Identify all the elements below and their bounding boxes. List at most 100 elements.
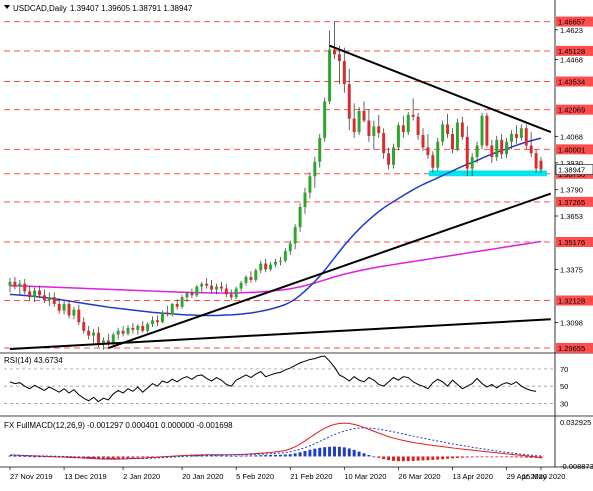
- macd-histogram-bar: [387, 456, 391, 461]
- trendline: [9, 318, 551, 351]
- candle-body: [421, 134, 425, 148]
- candle-body: [38, 290, 41, 296]
- candle-body: [298, 206, 302, 228]
- macd-histogram-bar: [524, 456, 528, 458]
- macd-histogram-bar: [210, 455, 214, 457]
- macd-histogram-bar: [455, 456, 459, 459]
- macd-histogram-bar: [347, 448, 351, 457]
- candle-body: [13, 281, 17, 287]
- macd-histogram-bar: [451, 456, 454, 459]
- candle-body: [293, 227, 297, 244]
- price-axis-tick-label: 1.3098: [560, 319, 583, 328]
- candle-body: [524, 128, 528, 146]
- candle-body: [490, 145, 494, 158]
- macd-histogram-bar: [195, 455, 199, 457]
- macd-histogram-bar: [436, 456, 440, 460]
- rsi-axis-tick-label: 70: [560, 365, 568, 374]
- candle-body: [377, 126, 381, 134]
- candle-body: [42, 295, 46, 301]
- level-label-bg: [556, 236, 593, 247]
- macd-histogram-bar: [426, 456, 430, 461]
- level-label: 1.46657: [558, 18, 585, 27]
- candle-body: [111, 334, 115, 344]
- candle-body: [303, 192, 307, 207]
- candle-body: [33, 290, 37, 298]
- macd-histogram-bar: [283, 454, 287, 457]
- macd-histogram-bar: [131, 456, 135, 458]
- macd-histogram-bar: [234, 455, 238, 457]
- price-axis-tick-label: 1.4623: [560, 26, 583, 35]
- price-axis-tick-label: 1.4468: [560, 56, 583, 65]
- candle-body: [18, 283, 22, 287]
- macd-histogram-bar: [126, 456, 130, 459]
- level-label: 1.40001: [558, 145, 585, 154]
- level-label: 1.32128: [558, 297, 585, 306]
- candle-body: [72, 309, 76, 316]
- macd-histogram-bar: [431, 456, 435, 460]
- rsi-line: [9, 355, 537, 403]
- macd-histogram-bar: [33, 456, 37, 458]
- candle-body: [308, 176, 312, 193]
- candle-body: [485, 115, 489, 146]
- candle-body: [146, 324, 150, 331]
- macd-histogram-bar: [269, 454, 273, 457]
- macd-histogram-bar: [8, 455, 12, 457]
- candle-body: [180, 297, 184, 307]
- rsi-axis-tick-label: 30: [560, 399, 568, 408]
- candle-body: [136, 326, 140, 330]
- macd-histogram-bar: [475, 456, 479, 458]
- candle-body: [92, 332, 96, 336]
- level-label-bg: [556, 342, 593, 353]
- macd-histogram-bar: [460, 456, 464, 458]
- macd-histogram-bar: [396, 456, 400, 462]
- candle-body: [362, 110, 366, 121]
- candle-body: [185, 293, 189, 298]
- macd-histogram-bar: [421, 456, 425, 461]
- candle-body: [441, 124, 445, 142]
- candle-body: [342, 61, 346, 85]
- macd-histogram-bar: [514, 456, 518, 458]
- macd-histogram-bar: [249, 455, 253, 457]
- moving-average-blue: [9, 137, 542, 317]
- macd-histogram-bar: [224, 455, 228, 457]
- candle-body: [416, 116, 420, 135]
- x-axis-tick-label: 13 Apr 2020: [453, 472, 493, 481]
- price-axis-tick-label: 1.4068: [560, 132, 583, 141]
- candle-body: [229, 294, 233, 298]
- candle-body: [318, 137, 322, 162]
- macd-histogram-bar: [293, 453, 297, 457]
- macd-histogram-bar: [219, 455, 223, 457]
- candle-body: [101, 340, 105, 345]
- candle-body: [278, 260, 282, 262]
- level-label-bg: [556, 144, 593, 155]
- candle-body: [347, 84, 351, 119]
- candle-body: [288, 243, 292, 252]
- candle-body: [77, 309, 81, 323]
- macd-histogram-bar: [470, 456, 474, 458]
- macd-histogram-bar: [42, 456, 46, 458]
- candle-body: [337, 54, 341, 62]
- macd-histogram-bar: [529, 456, 533, 458]
- macd-histogram-bar: [519, 456, 523, 458]
- candle-body: [470, 157, 474, 169]
- macd-histogram-bar: [337, 446, 341, 457]
- x-axis-tick-label: 13 Dec 2019: [64, 472, 107, 481]
- level-label-bg: [556, 104, 593, 115]
- macd-histogram-bar: [490, 456, 494, 458]
- trendline: [108, 192, 552, 350]
- candle-body: [210, 285, 214, 290]
- candle-body: [234, 288, 238, 298]
- x-axis-tick-label: 21 Feb 2020: [290, 472, 332, 481]
- x-axis-tick-label: 5 Feb 2020: [236, 472, 274, 481]
- chart-symbol-label: USDCAD,Daily: [13, 4, 67, 13]
- candle-body: [328, 49, 332, 102]
- candle-body: [269, 264, 273, 270]
- level-label: 1.45128: [558, 47, 585, 56]
- candle-body: [539, 160, 543, 170]
- macd-histogram-bar: [333, 446, 336, 457]
- level-label-bg: [556, 196, 593, 207]
- macd-panel-label: FX FullMACD(12,26,9) -0.001297 0.000401 …: [4, 421, 233, 430]
- price-axis-tick-label: 1.3930: [560, 159, 583, 168]
